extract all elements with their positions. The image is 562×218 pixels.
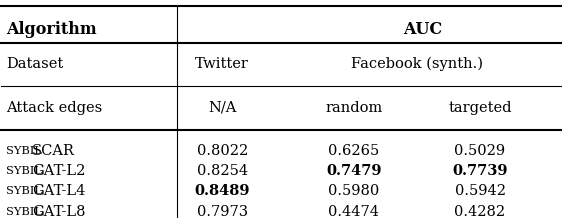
Text: Dataset: Dataset: [6, 57, 64, 71]
Text: 0.5029: 0.5029: [455, 144, 506, 158]
Text: SCAR: SCAR: [32, 144, 75, 158]
Text: SYBIL: SYBIL: [6, 207, 42, 217]
Text: random: random: [325, 100, 383, 114]
Text: 0.6265: 0.6265: [328, 144, 379, 158]
Text: 0.7739: 0.7739: [452, 164, 507, 178]
Text: 0.8489: 0.8489: [194, 184, 250, 198]
Text: 0.5980: 0.5980: [328, 184, 379, 198]
Text: N/A: N/A: [208, 100, 237, 114]
Text: 0.4474: 0.4474: [328, 205, 379, 218]
Text: SYBIL: SYBIL: [6, 166, 42, 176]
Text: GAT-L2: GAT-L2: [32, 164, 85, 178]
Text: SYBIL: SYBIL: [6, 146, 42, 156]
Text: 0.4282: 0.4282: [455, 205, 506, 218]
Text: Attack edges: Attack edges: [6, 100, 102, 114]
Text: SYBIL: SYBIL: [6, 186, 42, 196]
Text: 0.7479: 0.7479: [326, 164, 382, 178]
Text: Twitter: Twitter: [195, 57, 249, 71]
Text: 0.5942: 0.5942: [455, 184, 505, 198]
Text: Facebook (synth.): Facebook (synth.): [351, 57, 483, 71]
Text: Algorithm: Algorithm: [6, 21, 97, 38]
Text: GAT-L4: GAT-L4: [32, 184, 85, 198]
Text: AUC: AUC: [403, 21, 442, 38]
Text: targeted: targeted: [448, 100, 512, 114]
Text: GAT-L8: GAT-L8: [32, 205, 85, 218]
Text: 0.7973: 0.7973: [197, 205, 248, 218]
Text: 0.8022: 0.8022: [197, 144, 248, 158]
Text: 0.8254: 0.8254: [197, 164, 248, 178]
